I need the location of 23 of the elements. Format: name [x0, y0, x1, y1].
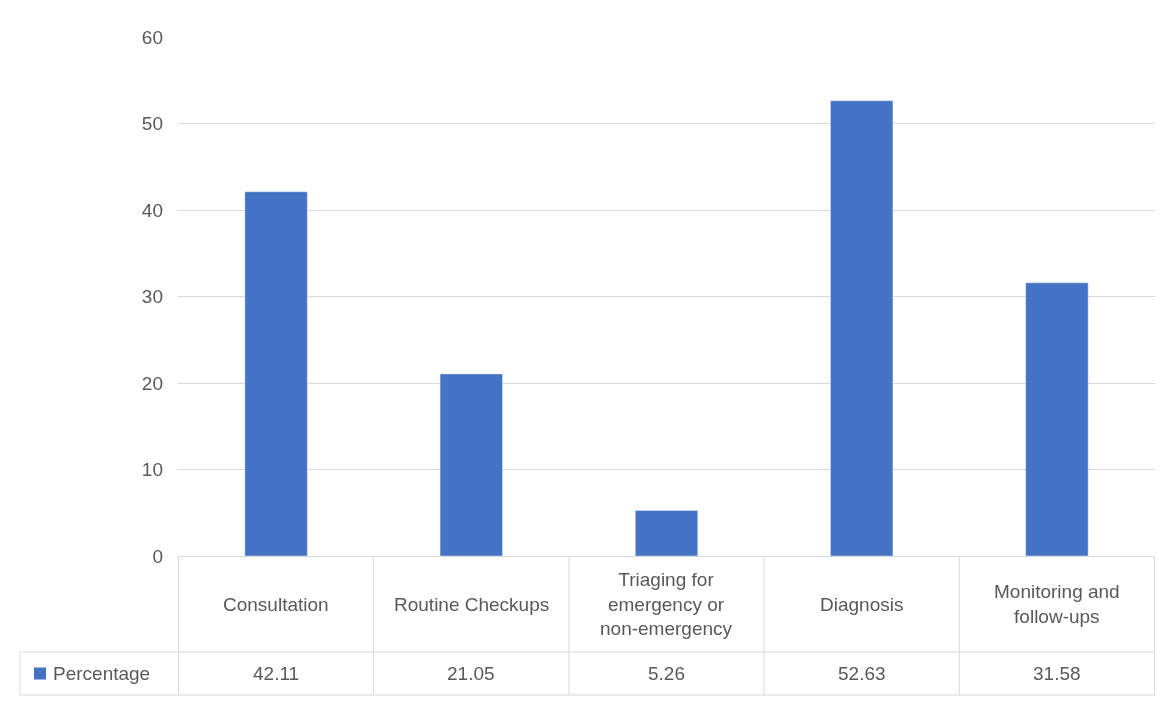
y-tick-label: 60	[141, 26, 163, 48]
bar	[244, 191, 308, 556]
data-label: 5.26	[648, 663, 685, 684]
data-label: 42.11	[253, 663, 300, 684]
data-label: 21.05	[447, 663, 495, 684]
bar	[1025, 282, 1089, 556]
y-tick-label: 10	[141, 459, 163, 481]
x-tick-label: Triaging for emergency or non-emergency	[600, 569, 733, 640]
bar	[830, 100, 894, 556]
y-tick-label: 0	[152, 545, 163, 567]
legend-label: Percentage	[53, 663, 151, 684]
x-tick-label: Routine Checkups	[394, 594, 550, 615]
bar	[635, 510, 698, 556]
x-tick-label: Monitoring and follow-ups	[994, 581, 1120, 627]
x-tick-label: Consultation	[223, 594, 329, 615]
data-label: 31.58	[1033, 663, 1081, 684]
bar	[439, 373, 503, 556]
y-tick-label: 50	[141, 113, 163, 135]
y-tick-label: 40	[141, 199, 163, 221]
y-tick-label: 20	[141, 372, 163, 394]
x-tick-label: Diagnosis	[820, 594, 904, 615]
data-label: 52.63	[838, 663, 886, 684]
y-tick-label: 30	[141, 286, 163, 308]
